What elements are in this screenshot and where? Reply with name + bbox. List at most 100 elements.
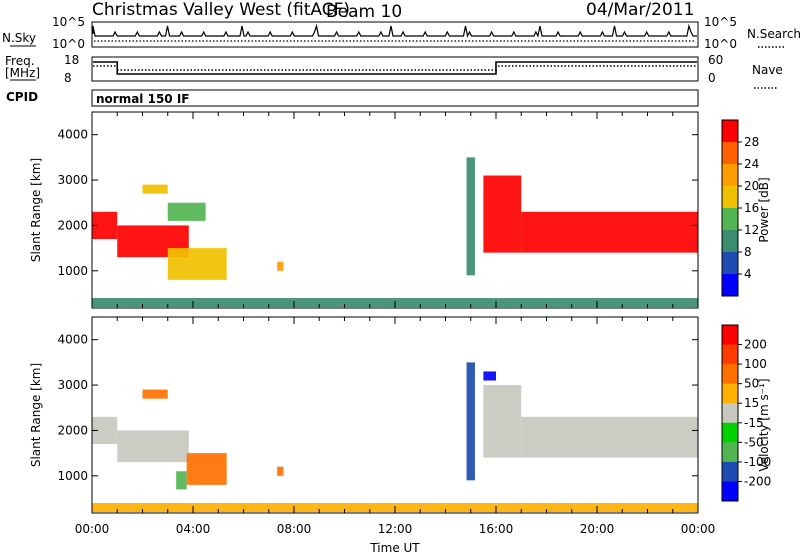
colorbar-tick-label: 100 — [744, 357, 767, 371]
colorbar-tick-label: 4 — [744, 267, 752, 281]
y-tick-label: 3000 — [57, 173, 88, 187]
nsearch-tick-bottom: 10^0 — [704, 37, 737, 51]
cpid-frame — [91, 89, 699, 107]
colorbar-swatch — [722, 481, 738, 502]
colorbar-swatch — [722, 325, 738, 346]
station-title: Christmas Valley West (fitACF) — [92, 0, 350, 20]
x-axis-label: Time UT — [369, 541, 420, 554]
freq-frame — [91, 56, 699, 82]
power-panel: 1000 2000 3000 4000 Slant Range [km] 28 24 20… — [29, 111, 771, 309]
nsky-tick-bottom: 10^0 — [52, 37, 85, 51]
nsky-line — [92, 23, 697, 38]
scatter-band — [521, 416, 698, 458]
y-tick-label: 2000 — [57, 218, 88, 232]
colorbar-swatch — [722, 252, 738, 275]
velocity-colorbar: 200 100 50 15 -15 -50 -100 -200 — [721, 324, 771, 502]
velocity-colorbar-label: Velocity [m s⁻¹] — [757, 378, 771, 471]
colorbar-swatch — [722, 403, 738, 424]
scatter-band — [186, 453, 227, 485]
freq-line — [93, 61, 697, 75]
scatter-band — [167, 202, 206, 221]
x-tick-label: 20:00 — [580, 522, 615, 536]
colorbar-tick-label: -200 — [744, 474, 771, 488]
scatter-band — [483, 371, 496, 381]
velocity-ylabel: Slant Range [km] — [29, 363, 43, 467]
nave-tick-top: 60 — [708, 53, 723, 67]
y-tick-label: 4000 — [57, 333, 88, 347]
power-colorbar-label: Power [dB] — [757, 177, 771, 242]
scatter-band — [117, 430, 189, 463]
nsearch-tick-top: 10^5 — [704, 15, 737, 29]
nave-label: Nave — [752, 63, 783, 77]
colorbar-tick-label: -50 — [744, 435, 764, 449]
x-tick-label: 00:00 — [75, 522, 110, 536]
y-tick-label: 2000 — [57, 423, 88, 437]
cpid-value: normal 150 IF — [96, 92, 190, 106]
colorbar-frame — [721, 324, 739, 502]
colorbar-tick-label: 50 — [744, 377, 759, 391]
power-colorbar: 28 24 20 16 12 8 4 — [721, 119, 759, 297]
nave-tick-bottom: 0 — [708, 71, 716, 85]
x-tick-label: 00:00 — [681, 522, 716, 536]
colorbar-tick-label: 15 — [744, 396, 759, 410]
colorbar-tick-label: 28 — [744, 135, 759, 149]
cpid-panel: CPID normal 150 IF — [6, 89, 699, 107]
colorbar-swatch — [722, 442, 738, 463]
y-tick-label: 1000 — [57, 264, 88, 278]
colorbar-tick-label: 16 — [744, 201, 759, 215]
colorbar-swatch — [722, 142, 738, 165]
scatter-band — [277, 466, 284, 476]
x-tick-label: 08:00 — [277, 522, 312, 536]
scatter-band — [483, 385, 522, 458]
scatter-band — [142, 184, 168, 194]
y-tick-label: 4000 — [57, 128, 88, 142]
x-tick-label: 04:00 — [176, 522, 211, 536]
x-tick-label: 12:00 — [378, 522, 413, 536]
nsky-tick-top: 10^5 — [52, 15, 85, 29]
colorbar-tick-label: 12 — [744, 223, 759, 237]
colorbar-tick-label: 24 — [744, 157, 759, 171]
power-plot-area — [92, 157, 698, 308]
nsky-panel: N.Sky 10^5 10^0 10^5 10^0 N.Search — [2, 15, 800, 51]
colorbar-swatch — [722, 364, 738, 385]
velocity-plot-area — [92, 362, 698, 513]
colorbar-tick-label: 20 — [744, 179, 759, 193]
colorbar-swatch — [722, 230, 738, 253]
freq-panel: Freq. [MHz] 18 8 60 0 Nave — [5, 53, 783, 89]
power-ylabel: Slant Range [km] — [29, 158, 43, 262]
scatter-band — [142, 389, 168, 399]
date-label: 04/Mar/2011 — [586, 0, 694, 20]
colorbar-swatch — [722, 383, 738, 404]
freq-trace — [93, 61, 697, 75]
cpid-label: CPID — [6, 90, 38, 104]
velocity-axes: 1000 2000 3000 4000 00:00 04:00 08:00 12:00 16:0… — [57, 317, 715, 536]
colorbar-tick-label: -100 — [744, 455, 771, 469]
beam-label: Beam 10 — [326, 2, 402, 22]
freq-unit-label: [MHz] — [5, 66, 40, 80]
velocity-panel: 1000 2000 3000 4000 00:00 04:00 08:00 12:00 16:0… — [29, 316, 771, 554]
nave-line — [93, 65, 697, 71]
nsky-label: N.Sky — [2, 31, 36, 45]
freq-tick-top: 18 — [64, 53, 79, 67]
nsky-trace — [92, 23, 697, 42]
colorbar-swatch — [722, 274, 738, 297]
colorbar-swatch — [722, 461, 738, 482]
colorbar-swatch — [722, 120, 738, 143]
scatter-band — [466, 157, 475, 276]
colorbar-swatch — [722, 186, 738, 209]
colorbar-swatch — [722, 422, 738, 443]
freq-label: Freq. — [5, 54, 35, 68]
colorbar-tick-label: 200 — [744, 338, 767, 352]
nsky-frame — [91, 21, 699, 48]
colorbar-swatch — [722, 208, 738, 231]
scatter-band — [483, 175, 522, 253]
x-tick-label: 16:00 — [479, 522, 514, 536]
nsearch-label: N.Search — [747, 27, 800, 41]
scatter-band — [176, 471, 187, 490]
colorbar-tick-label: -15 — [744, 416, 764, 430]
colorbar-swatch — [722, 344, 738, 365]
power-axes: 1000 2000 3000 4000 — [57, 112, 699, 308]
colorbar-swatch — [722, 164, 738, 187]
scatter-band — [466, 362, 475, 481]
scatter-band — [277, 261, 284, 271]
